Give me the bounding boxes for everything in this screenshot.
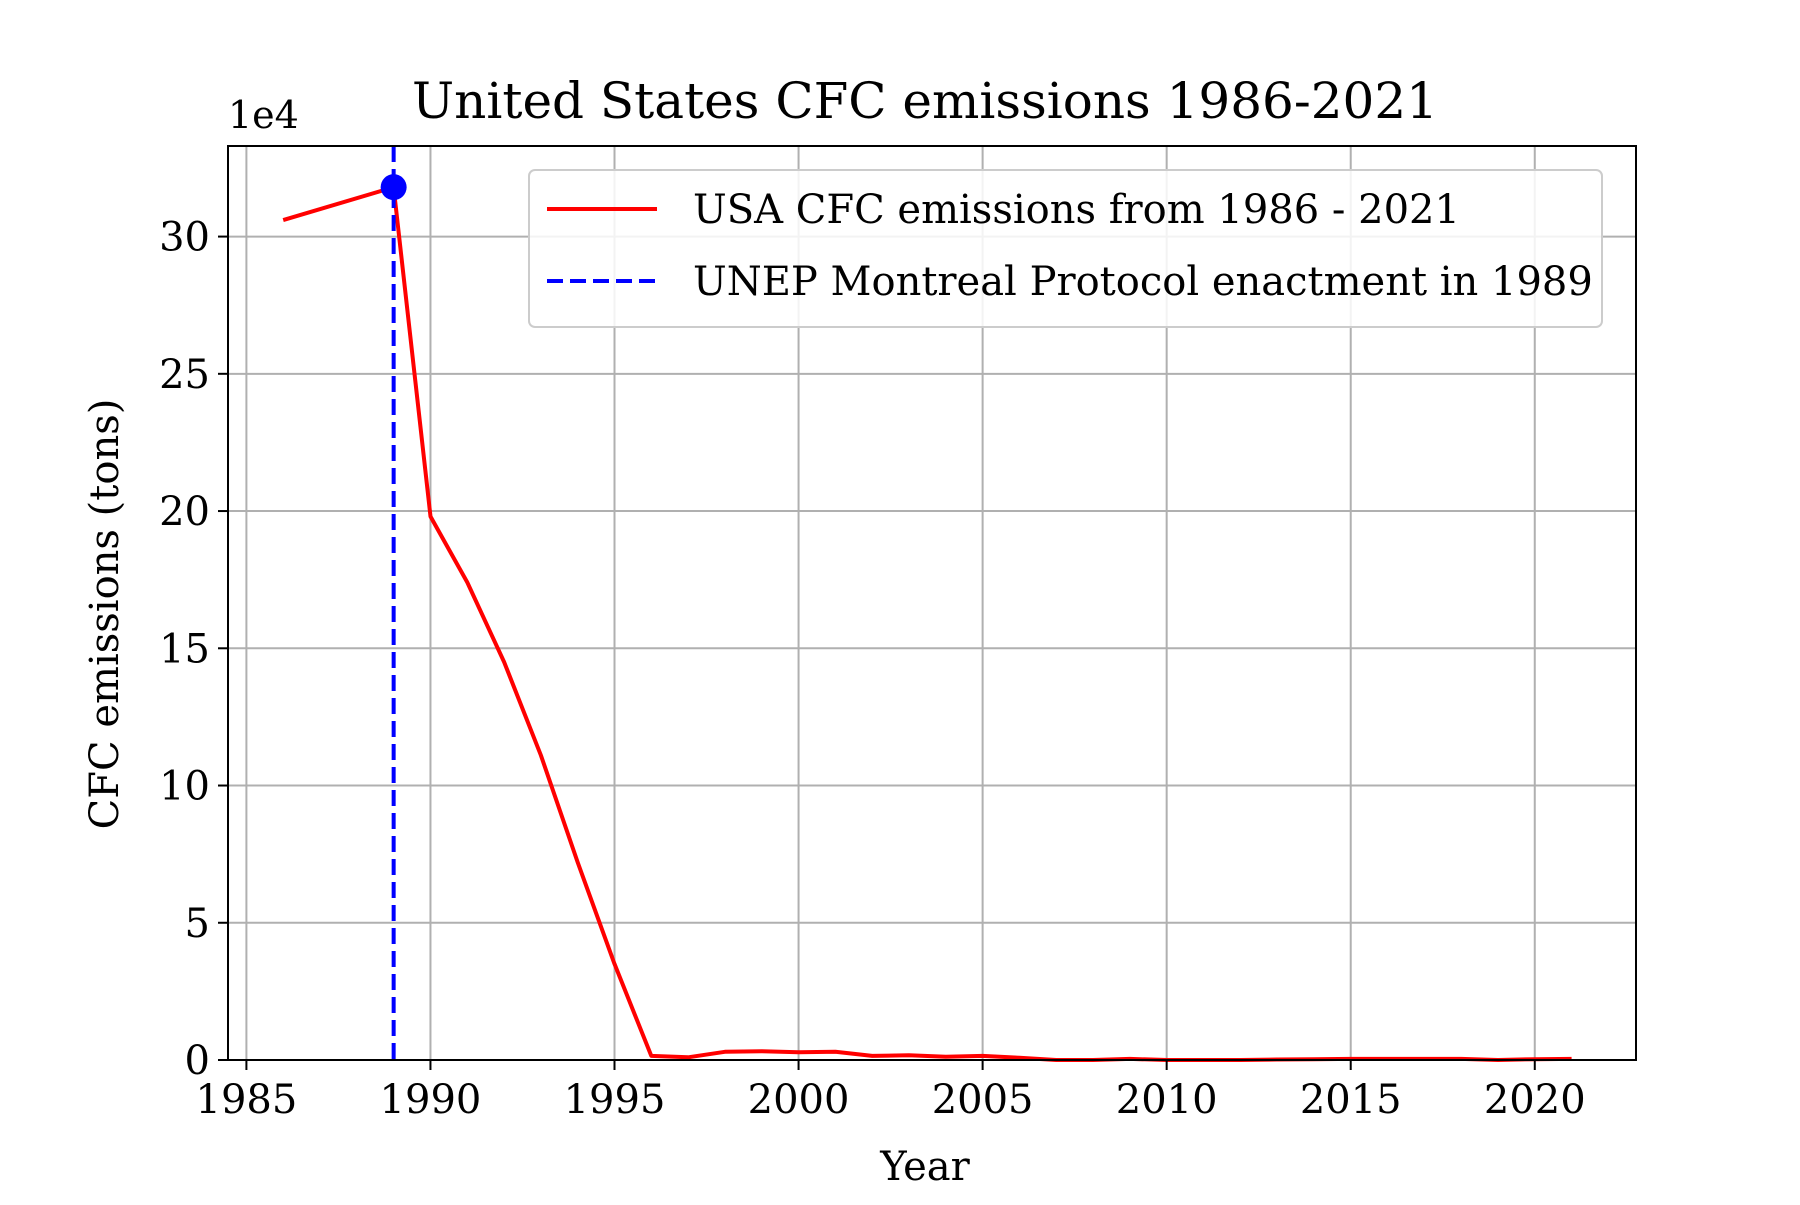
- y-axis-label: CFC emissions (tons): [82, 399, 128, 830]
- tick-layer: 1985 1990 1995 2000 2005 2010 2015 2020 0 5 10 15 20…: [159, 215, 1586, 1123]
- legend: USA CFC emissions from 1986 - 2021 UNEP …: [528, 169, 1603, 328]
- y-tick-label: 30: [159, 215, 210, 261]
- y-tick-label: 10: [159, 764, 210, 810]
- x-tick-label: 1990: [380, 1077, 482, 1123]
- chart-title: United States CFC emissions 1986-2021: [412, 72, 1438, 130]
- y-tick-label: 15: [159, 626, 210, 672]
- legend-label-protocol: UNEP Montreal Protocol enactment in 1989: [693, 259, 1593, 305]
- plot-frame: [227, 145, 1637, 1061]
- x-tick-label: 2005: [932, 1077, 1034, 1123]
- y-offset-label: 1e4: [228, 93, 299, 137]
- plot-layer: [282, 146, 1572, 1062]
- y-tick-label: 5: [185, 901, 210, 947]
- y-tick-label: 0: [185, 1038, 210, 1084]
- x-tick-label: 2000: [748, 1077, 850, 1123]
- y-tick-label: 25: [159, 352, 210, 398]
- x-tick-label: 2010: [1116, 1077, 1218, 1123]
- x-tick-label: 1995: [564, 1077, 666, 1123]
- x-tick-label: 1985: [196, 1077, 298, 1123]
- x-tick-label: 2015: [1300, 1077, 1402, 1123]
- x-axis-label: Year: [879, 1144, 970, 1190]
- x-tick-label: 2020: [1484, 1077, 1586, 1123]
- legend-box: [528, 169, 1603, 328]
- emissions-line: [282, 185, 1572, 1062]
- protocol-year-marker: [380, 174, 407, 201]
- y-tick-label: 20: [159, 489, 210, 535]
- legend-label-emissions: USA CFC emissions from 1986 - 2021: [693, 187, 1460, 233]
